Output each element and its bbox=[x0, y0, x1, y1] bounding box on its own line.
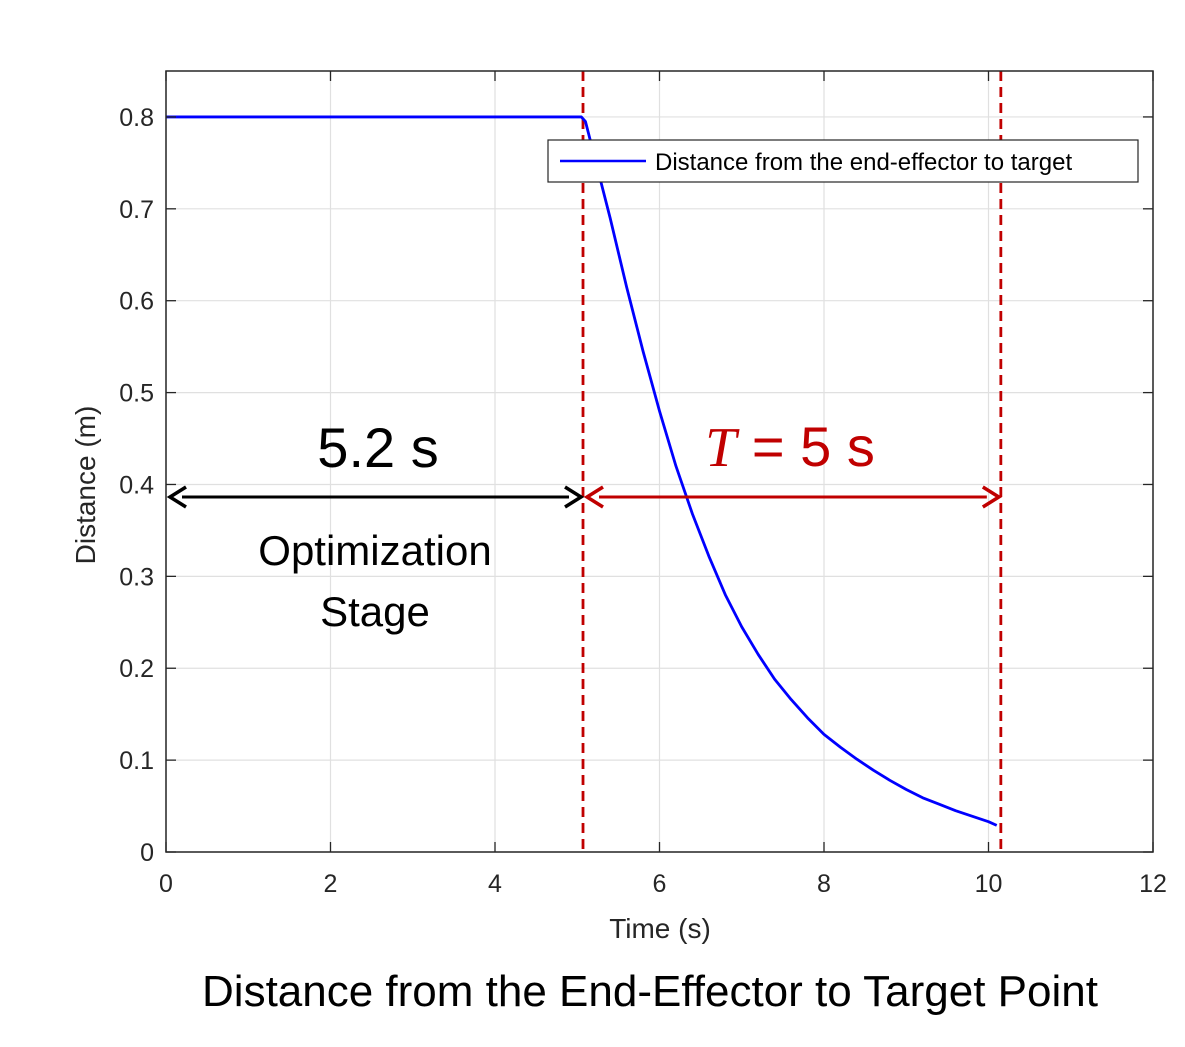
axis-ticks bbox=[165, 71, 1154, 853]
y-tick-label: 0 bbox=[140, 839, 154, 867]
y-tick-label: 0.5 bbox=[119, 380, 154, 408]
series-layer bbox=[166, 115, 998, 827]
optimization-stage-label-line2: Stage bbox=[320, 588, 430, 635]
optimization-duration-label: 5.2 s bbox=[317, 416, 438, 479]
y-tick-label: 0.7 bbox=[119, 196, 154, 224]
x-tick-label: 12 bbox=[1139, 870, 1167, 898]
x-tick-label: 4 bbox=[488, 870, 502, 898]
legend: Distance from the end-effector to target bbox=[547, 139, 1139, 183]
legend-entry-label: Distance from the end-effector to target bbox=[655, 149, 1072, 176]
tracking-duration-symbol: T bbox=[705, 417, 740, 479]
y-tick-label: 0.3 bbox=[119, 563, 154, 591]
tracking-arrow bbox=[583, 485, 1003, 509]
optimization-arrow bbox=[166, 485, 585, 509]
distance-series-line bbox=[166, 115, 998, 827]
x-tick-label: 2 bbox=[324, 870, 338, 898]
tracking-arrow-left-head bbox=[583, 485, 604, 509]
y-axis-label: Distance (m) bbox=[70, 406, 101, 565]
y-tick-label: 0.1 bbox=[119, 747, 154, 775]
tracking-arrow-right-head bbox=[981, 485, 1003, 509]
y-tick-label: 0.8 bbox=[119, 104, 154, 132]
tracking-duration-label: T = 5 s bbox=[705, 415, 875, 479]
x-tick-label: 8 bbox=[817, 870, 831, 898]
optimization-arrow-left-head bbox=[166, 485, 187, 509]
legend-box bbox=[547, 139, 1139, 183]
y-tick-labels: 0 0.1 0.2 0.3 0.4 0.5 0.6 0.7 0.8 bbox=[119, 104, 154, 867]
optimization-stage-label-line1: Optimization bbox=[258, 527, 491, 574]
annotations: 5.2 s Optimization Stage T = 5 s bbox=[166, 415, 1003, 635]
x-tick-label: 0 bbox=[159, 870, 173, 898]
y-tick-label: 0.2 bbox=[119, 655, 154, 683]
grid-lines bbox=[165, 71, 1154, 853]
y-tick-label: 0.6 bbox=[119, 288, 154, 316]
x-axis-label: Time (s) bbox=[609, 913, 711, 944]
x-tick-label: 10 bbox=[975, 870, 1003, 898]
optimization-arrow-right-head bbox=[564, 485, 585, 509]
duration-arrows bbox=[166, 485, 1003, 509]
x-tick-labels: 0 2 4 6 8 10 12 bbox=[159, 870, 1167, 898]
reference-lines bbox=[581, 71, 1003, 852]
y-tick-label: 0.4 bbox=[119, 471, 154, 499]
chart-caption: Distance from the End-Effector to Target… bbox=[202, 967, 1098, 1016]
tracking-duration-value: = 5 s bbox=[736, 415, 875, 478]
x-tick-label: 6 bbox=[653, 870, 667, 898]
